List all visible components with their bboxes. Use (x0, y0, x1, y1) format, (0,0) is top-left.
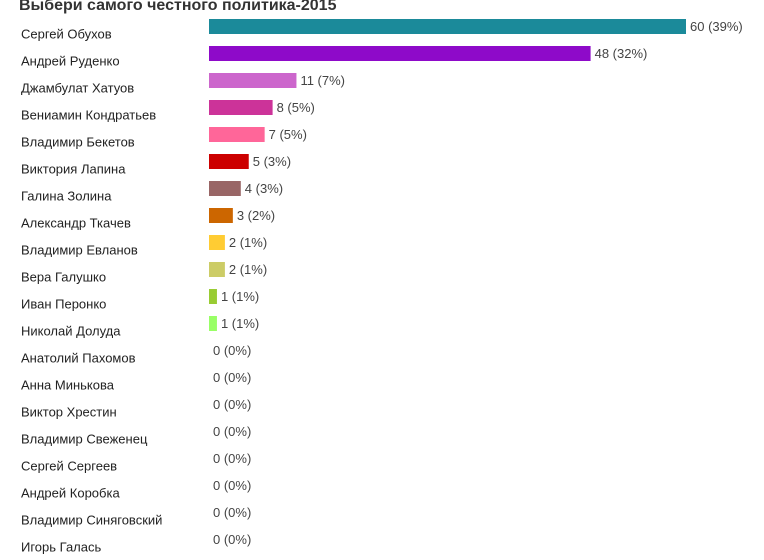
category-label: Николай Долуда (21, 324, 121, 339)
bar[interactable] (209, 289, 217, 304)
value-label: 0 (0%) (213, 451, 251, 466)
value-label: 60 (39%) (690, 19, 743, 34)
category-label: Виктория Лапина (21, 162, 126, 177)
value-label: 1 (1%) (221, 316, 259, 331)
bar[interactable] (209, 73, 297, 88)
value-label: 0 (0%) (213, 505, 251, 520)
value-label: 4 (3%) (245, 181, 283, 196)
category-label: Сергей Сергеев (21, 459, 117, 474)
value-label: 11 (7%) (300, 73, 345, 88)
category-label: Владимир Бекетов (21, 135, 135, 150)
value-label: 48 (32%) (595, 46, 648, 61)
category-label: Анна Минькова (21, 378, 115, 393)
category-label: Игорь Галась (21, 540, 101, 555)
bar[interactable] (209, 154, 249, 169)
category-label: Вениамин Кондратьев (21, 108, 156, 123)
value-label: 8 (5%) (277, 100, 315, 115)
category-label: Владимир Евланов (21, 243, 138, 258)
value-label: 0 (0%) (213, 424, 251, 439)
bar[interactable] (209, 235, 225, 250)
value-label: 0 (0%) (213, 370, 251, 385)
chart-title: Выбери самого честного политика-2015 (19, 0, 337, 14)
category-label: Александр Ткачев (21, 216, 131, 231)
bar[interactable] (209, 262, 225, 277)
bar[interactable] (209, 316, 217, 331)
value-label: 0 (0%) (213, 478, 251, 493)
bar[interactable] (209, 100, 273, 115)
category-label: Андрей Коробка (21, 486, 120, 501)
category-label: Анатолий Пахомов (21, 351, 136, 366)
category-label: Виктор Хрестин (21, 405, 117, 420)
category-label: Галина Золина (21, 189, 112, 204)
value-label: 3 (2%) (237, 208, 275, 223)
category-label: Джамбулат Хатуов (21, 81, 134, 96)
value-label: 7 (5%) (269, 127, 307, 142)
bar[interactable] (209, 208, 233, 223)
category-label: Вера Галушко (21, 270, 106, 285)
value-label: 2 (1%) (229, 235, 267, 250)
category-label: Сергей Обухов (21, 27, 112, 42)
category-label: Владимир Синяговский (21, 513, 162, 528)
value-label: 0 (0%) (213, 397, 251, 412)
value-label: 2 (1%) (229, 262, 267, 277)
bar[interactable] (209, 181, 241, 196)
category-label: Андрей Руденко (21, 54, 120, 69)
category-label: Иван Перонко (21, 297, 106, 312)
bar[interactable] (209, 46, 591, 61)
value-label: 0 (0%) (213, 343, 251, 358)
category-label: Владимир Свеженец (21, 432, 148, 447)
bar[interactable] (209, 19, 686, 34)
bar[interactable] (209, 127, 265, 142)
value-label: 0 (0%) (213, 532, 251, 547)
value-label: 5 (3%) (253, 154, 291, 169)
value-label: 1 (1%) (221, 289, 259, 304)
